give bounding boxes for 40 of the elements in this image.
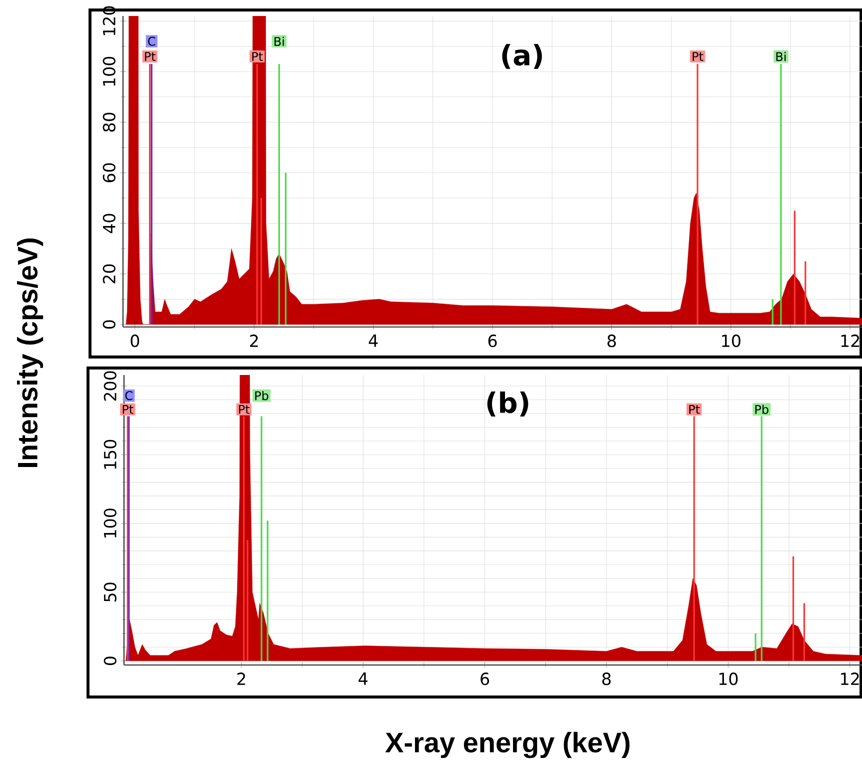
- y-tick-label: 100: [104, 508, 116, 538]
- annotation: Pt: [239, 404, 250, 414]
- annotation: Pt: [692, 52, 704, 61]
- annotation: Pt: [252, 52, 263, 61]
- y-tick-label: 40: [102, 214, 116, 234]
- text: (b): [487, 392, 528, 416]
- annotation: Bi: [274, 36, 284, 46]
- y-tick-label: 80: [102, 112, 116, 132]
- x-tick-label: 8: [602, 672, 611, 686]
- y-tick-label: 0: [104, 656, 116, 666]
- y-tick-label: 50: [104, 582, 116, 602]
- annotation: Pt: [689, 404, 700, 414]
- y-tick-label: 100: [102, 56, 116, 86]
- x-tick-label: 10: [719, 672, 738, 686]
- x-tick-label: 4: [368, 334, 378, 347]
- x-tick-label: 2: [237, 672, 246, 685]
- annotation: Pt: [145, 52, 156, 61]
- x-tick-label: 6: [480, 672, 490, 686]
- annotation: Pt: [122, 404, 134, 414]
- text: (a): [502, 44, 542, 69]
- x-tick-label: 2: [250, 334, 258, 347]
- annotation: C: [125, 391, 132, 400]
- annotation: Pb: [255, 390, 268, 400]
- x-tick-label: 6: [488, 334, 497, 348]
- y-tick-label: 60: [102, 163, 116, 182]
- y-tick-label: 20: [102, 264, 116, 284]
- y-tick-label: 200: [104, 371, 116, 401]
- y-tick-label: 0: [102, 320, 116, 329]
- x-tick-label: 12: [841, 672, 859, 685]
- annotation: C: [148, 36, 156, 46]
- x-tick-label: 4: [358, 672, 368, 685]
- x-tick-label: 12: [841, 334, 860, 347]
- annotation: Pb: [755, 404, 768, 414]
- annotation: Bi: [776, 52, 786, 62]
- x-tick-label: 0: [130, 334, 140, 348]
- x-tick-label: 8: [608, 334, 616, 348]
- y-tick-label: 150: [104, 440, 116, 469]
- x-tick-label: 10: [722, 334, 740, 348]
- y-axis-title: Intensity (cps/eV): [16, 238, 44, 468]
- x-axis-title: X-ray energy (keV): [385, 732, 630, 758]
